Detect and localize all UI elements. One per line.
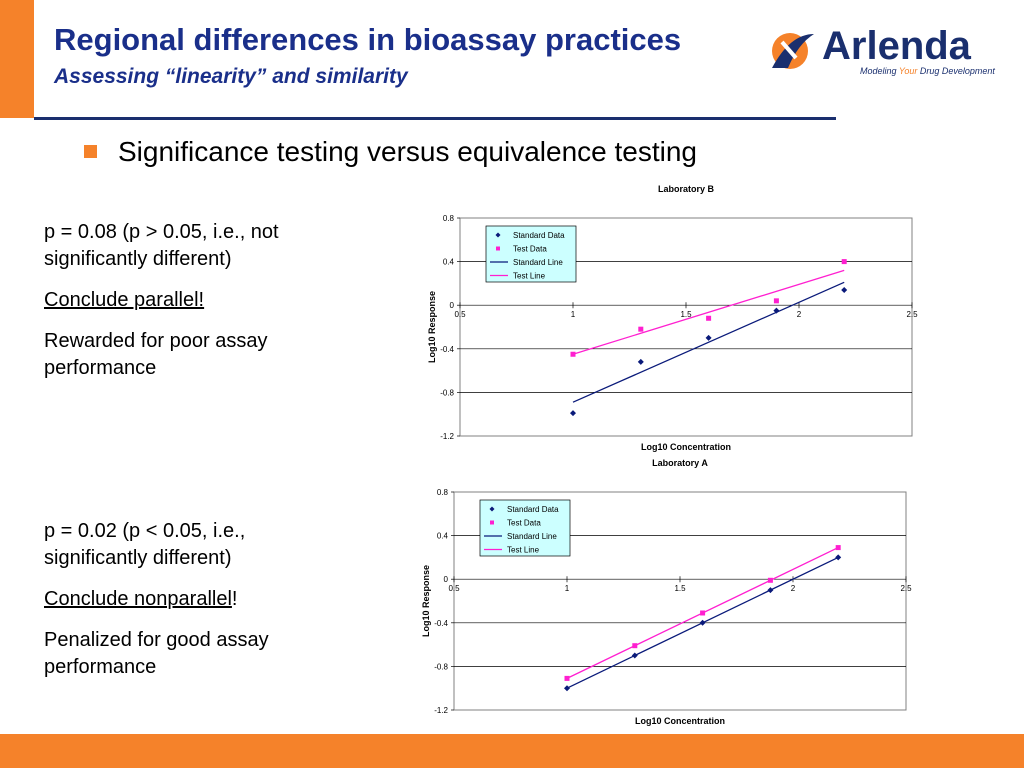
y-axis-label: Log10 Response [421,565,431,637]
test-data-point [773,298,779,304]
y-tick-label: -0.4 [440,345,454,354]
lab-b-pvalue: p = 0.08 (p > 0.05, i.e., not significan… [44,221,279,270]
x-tick-label: 1.5 [674,584,686,593]
legend-label: Standard Data [513,231,565,240]
test-data-point [564,675,570,681]
x-axis-label: Log10 Concentration [641,442,731,452]
y-tick-label: 0.8 [437,488,449,497]
title-underline [34,117,836,120]
x-tick-label: 0.5 [448,584,460,593]
standard-data-point [570,410,576,417]
logo-wordmark: Arlenda [822,24,971,68]
test-data-point [632,643,638,649]
standard-data-point [564,685,570,692]
logo-tagline-post: Drug Development [917,66,995,76]
lab-a-consequence: Penalized for good assay performance [44,629,269,678]
standard-data-point [699,619,706,626]
standard-data-point [773,307,780,314]
legend-label: Standard Line [507,532,557,541]
x-tick-label: 1 [565,584,570,593]
legend-label: Test Line [513,272,546,281]
standard-data-point [767,587,774,594]
test-data-point [841,259,847,265]
x-tick-label: 2 [791,584,796,593]
legend-marker-diamond [495,232,501,238]
chart-title: Laboratory B [658,184,715,194]
lab-a-conclusion: Conclude nonparallel [44,588,232,610]
x-tick-label: 0.5 [454,310,466,319]
x-tick-label: 1 [571,310,576,319]
logo-tagline-your: Your [898,66,918,76]
y-tick-label: -1.2 [440,432,454,441]
legend-marker-square [496,246,500,251]
legend-label: Standard Data [507,505,559,514]
x-tick-label: 2 [797,310,802,319]
x-tick-label: 1.5 [680,310,692,319]
slide-subtitle: Assessing “linearity” and similarity [54,65,408,88]
y-axis-label: Log10 Response [427,291,437,363]
standard-data-point [637,358,644,365]
x-tick-label: 2.5 [906,310,918,319]
standard-line [572,281,845,403]
bullet-square-icon [84,145,97,158]
logo-mark-icon [772,33,814,69]
test-data-point [700,610,706,616]
x-tick-label: 2.5 [900,584,912,593]
y-tick-label: -1.2 [434,706,448,715]
legend-box [479,499,571,557]
legend-marker-square [490,520,494,525]
chart-legend: Standard Data Test Data Standard Line Test … [485,225,577,283]
footer-bar [0,734,1024,768]
lab-a-findings: p = 0.02 (p < 0.05, i.e., significantly … [44,518,344,695]
standard-data-point [835,554,842,561]
logo-tagline-pre: Modeling [860,66,899,76]
chart-legend: Standard Data Test Data Standard Line Test … [479,499,571,557]
standard-data-point [705,334,712,341]
lab-b-conclusion: Conclude parallel! [44,289,205,311]
test-data-point [767,577,773,583]
x-axis-label: Log10 Concentration [635,716,725,726]
y-tick-label: -0.8 [434,662,448,671]
y-tick-label: 0.4 [437,532,449,541]
chart-title: Laboratory A [652,458,708,468]
test-line [572,269,845,355]
y-tick-label: 0.4 [443,258,455,267]
lab-a-conclusion-line: Conclude nonparallel! [44,586,344,613]
test-data-point [835,545,841,551]
chart-laboratory-a: Laboratory A -1.2 -0.8 -0.4 0 0.4 0.8 0.5 1 1.5 2 2… [421,458,912,726]
legend-label: Test Data [507,519,541,528]
y-tick-label: 0 [450,301,455,310]
y-tick-label: 0 [444,575,449,584]
lab-b-findings: p = 0.08 (p > 0.05, i.e., not significan… [44,219,344,396]
test-data-point [570,351,576,357]
lab-a-pvalue: p = 0.02 (p < 0.05, i.e., significantly … [44,520,246,569]
lab-b-consequence: Rewarded for poor assay performance [44,330,268,379]
standard-data-point [631,652,638,659]
y-tick-label: -0.4 [434,619,448,628]
slide-title: Regional differences in bioassay practic… [54,22,682,57]
legend-marker-diamond [489,506,495,512]
bullet-text: Significance testing versus equivalence … [118,136,698,167]
test-data-point [638,326,644,332]
test-data-point [706,315,712,321]
legend-box [485,225,577,283]
lab-a-conclusion-suffix: ! [231,588,238,610]
y-tick-label: 0.8 [443,214,455,223]
logo-tagline: Modeling Your Drug Development [860,66,995,76]
standard-data-point [841,286,848,293]
legend-label: Standard Line [513,258,563,267]
legend-label: Test Data [513,245,547,254]
left-accent-bar [0,0,34,118]
arlenda-logo: Arlenda Modeling Your Drug Development [766,24,998,80]
chart-laboratory-b: Laboratory B -1.2 -0.8 -0.4 0 0.4 0.8 0.5 1 1.5 2 2… [427,184,918,452]
legend-label: Test Line [507,546,540,555]
y-tick-label: -0.8 [440,388,454,397]
